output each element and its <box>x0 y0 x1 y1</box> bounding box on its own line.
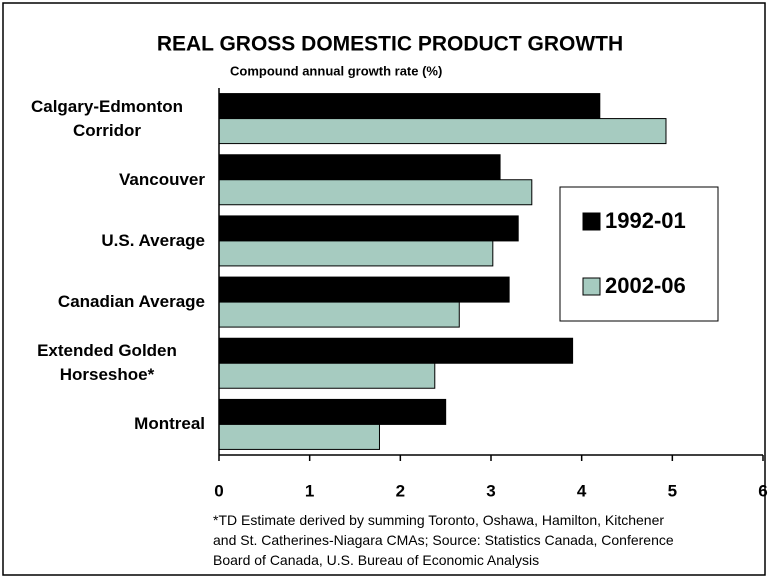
category-label: U.S. Average <box>101 230 205 250</box>
bar <box>218 423 380 450</box>
footnote: and St. Catherines-Niagara CMAs; Source:… <box>213 532 674 548</box>
bar <box>218 362 436 389</box>
x-tick-label: 6 <box>758 481 767 500</box>
x-tick-label: 4 <box>577 481 587 500</box>
bar <box>218 337 574 364</box>
bar <box>218 398 447 425</box>
bar <box>218 154 501 181</box>
category-label: Montreal <box>134 414 205 434</box>
legend-swatch <box>582 212 601 231</box>
category-label: Calgary-Edmonton Corridor <box>30 96 184 140</box>
legend-label: 2002-06 <box>605 273 686 298</box>
legend-box <box>559 186 719 322</box>
bar <box>218 276 510 303</box>
footnote: Board of Canada, U.S. Bureau of Economic… <box>213 552 540 568</box>
x-tick-label: 0 <box>214 481 223 500</box>
legend-label: 1992-01 <box>605 208 686 233</box>
x-tick-label: 3 <box>486 481 495 500</box>
x-tick-label: 1 <box>305 481 314 500</box>
category-label: Extended Golden Horseshoe* <box>37 341 177 385</box>
x-tick-label: 2 <box>396 481 405 500</box>
bar <box>218 215 519 242</box>
category-label: Canadian Average <box>57 292 205 312</box>
footnote: *TD Estimate derived by summing Toronto,… <box>213 512 665 528</box>
bar <box>218 118 667 145</box>
subtitle: Compound annual growth rate (%) <box>230 63 442 78</box>
bar <box>218 301 460 328</box>
x-tick-label: 5 <box>668 481 677 500</box>
chart-title: REAL GROSS DOMESTIC PRODUCT GROWTH <box>157 33 623 56</box>
bar <box>218 240 494 267</box>
category-label: Vancouver <box>119 169 205 189</box>
legend-swatch <box>582 277 601 296</box>
bar <box>218 93 601 120</box>
bar <box>218 179 533 206</box>
